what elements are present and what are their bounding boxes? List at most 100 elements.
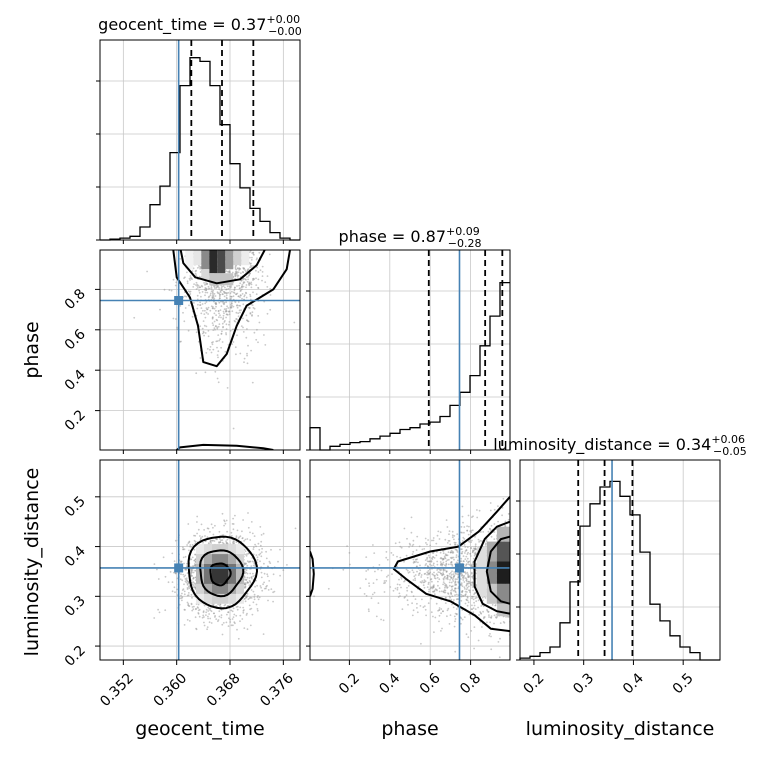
sample-point: [238, 284, 241, 287]
sample-point: [186, 619, 189, 621]
sample-point: [245, 571, 248, 574]
sample-point: [241, 537, 244, 539]
sample-point: [184, 574, 187, 577]
sample-point: [243, 548, 246, 551]
sample-point: [497, 505, 499, 507]
sample-point: [200, 312, 203, 315]
sample-point: [207, 617, 210, 620]
density-cell: [236, 544, 244, 555]
sample-point: [396, 586, 399, 589]
sample-point: [207, 285, 210, 288]
sample-point: [171, 581, 174, 583]
sample-point: [451, 556, 453, 559]
sample-point: [237, 312, 240, 315]
sample-point: [467, 601, 470, 604]
sample-point: [194, 585, 196, 588]
sample-point: [250, 589, 253, 591]
sample-point: [183, 583, 185, 586]
sample-point: [488, 616, 490, 618]
sample-point: [234, 266, 237, 269]
sample-point: [183, 562, 185, 565]
sample-point: [244, 553, 246, 556]
sample-point: [264, 281, 267, 283]
sample-point: [246, 354, 249, 357]
sample-point: [175, 318, 177, 320]
sample-point: [229, 618, 232, 621]
sample-point: [191, 278, 193, 281]
sample-point: [252, 251, 255, 254]
sample-point: [225, 294, 228, 297]
sample-point: [200, 523, 203, 526]
sample-point: [432, 574, 435, 576]
sample-point: [163, 288, 166, 291]
sample-point: [400, 576, 402, 579]
sample-point: [479, 539, 482, 542]
sample-point: [249, 531, 251, 534]
sample-point: [474, 597, 477, 600]
sample-point: [493, 622, 495, 625]
sample-point: [475, 552, 477, 555]
sample-point: [498, 656, 501, 659]
density-cell: [212, 544, 220, 555]
sample-point: [225, 310, 228, 313]
sample-point: [466, 553, 469, 555]
sample-point: [461, 618, 464, 621]
sample-point: [223, 604, 226, 607]
sample-point: [253, 596, 256, 598]
sample-point: [460, 599, 463, 602]
sample-point: [227, 611, 230, 614]
sample-point: [244, 538, 247, 541]
sample-point: [452, 556, 455, 559]
sample-point: [489, 528, 491, 531]
sample-point: [239, 296, 241, 299]
sample-point: [455, 554, 458, 556]
sample-point: [216, 354, 219, 356]
sample-point: [241, 284, 244, 286]
sample-point: [264, 344, 267, 346]
density-cell: [212, 583, 220, 594]
sample-point: [250, 264, 252, 267]
sample-point: [188, 304, 190, 307]
sample-point: [471, 608, 473, 611]
sample-point: [228, 321, 231, 323]
sample-point: [447, 607, 450, 610]
sample-point: [230, 306, 233, 309]
sample-point: [415, 561, 417, 563]
sample-point: [210, 622, 213, 624]
sample-point: [489, 633, 491, 635]
sample-point: [437, 580, 439, 583]
sample-point: [507, 513, 510, 515]
sample-point: [427, 560, 430, 563]
sample-point: [478, 509, 481, 512]
title-geocent-time: geocent_time = 0.37+0.00 −0.00: [98, 13, 302, 38]
sample-point: [249, 293, 252, 296]
sample-point: [371, 593, 374, 596]
sample-point: [243, 627, 246, 629]
sample-point: [447, 551, 450, 553]
sample-point: [263, 572, 266, 575]
sample-point: [218, 286, 220, 289]
sample-point: [217, 381, 220, 384]
sample-point: [468, 560, 471, 563]
sample-point: [453, 625, 456, 628]
sample-point: [233, 613, 236, 616]
x-tick-label-phase: 0.8: [457, 670, 484, 697]
sample-point: [460, 582, 463, 585]
contour-line: [209, 562, 232, 587]
histogram-layer: [100, 57, 720, 661]
sample-point: [389, 586, 392, 588]
ylabel-phase: phase: [21, 321, 43, 378]
sample-point: [234, 622, 236, 625]
sample-point: [471, 529, 474, 532]
sample-point: [406, 569, 409, 572]
sample-point: [199, 304, 201, 306]
sample-point: [189, 277, 192, 279]
sample-point: [242, 267, 245, 269]
sample-point: [234, 346, 237, 349]
sample-point: [244, 550, 247, 552]
sample-point: [184, 555, 187, 558]
sample-point: [244, 586, 247, 588]
sample-point: [221, 512, 224, 515]
sample-point: [225, 519, 228, 522]
sample-point: [474, 543, 477, 546]
